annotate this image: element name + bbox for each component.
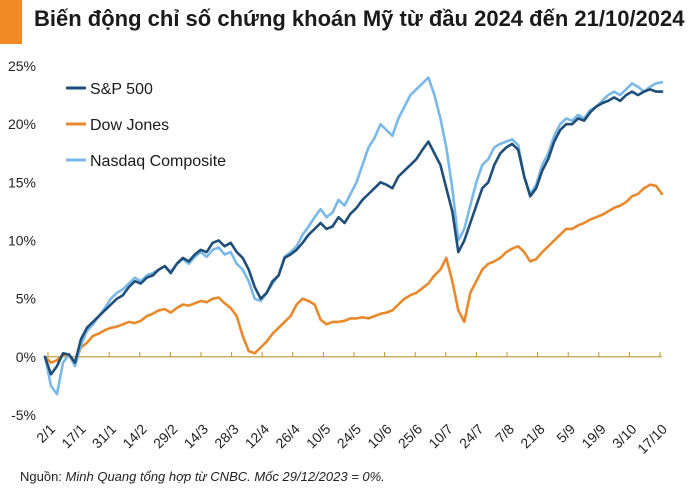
y-tick-label: 25% [8,58,36,74]
y-axis: 25% 20% 15% 10% 5% 0% -5% [8,58,36,423]
legend: S&P 500 Dow Jones Nasdaq Composite [66,81,226,170]
x-tick-label: 7/8 [492,421,517,446]
x-axis: 2/1 17/1 31/1 14/2 29/2 14/3 28/3 12/4 26/4 10/5 2… [33,421,670,457]
y-tick-label: 20% [8,116,36,132]
x-tick-label: 26/4 [272,421,303,452]
x-tick-label: 5/9 [553,421,578,446]
x-tick-label: 17/10 [634,421,670,457]
accent-bar [0,0,22,44]
legend-label-sp500: S&P 500 [90,81,153,98]
y-tick-label: -5% [11,407,36,423]
grid-layer [45,351,662,358]
x-tick-label: 17/1 [58,421,89,452]
chart-title: Biến động chỉ số chứng khoán Mỹ từ đầu 2… [34,6,685,31]
x-tick-label: 10/5 [303,421,334,452]
series-line-dow [43,183,664,364]
x-tick-label: 31/1 [89,421,120,452]
y-tick-label: 0% [16,349,36,365]
x-tick-label: 21/8 [517,421,548,452]
series-line-sp500 [43,88,664,376]
legend-label-nasdaq: Nasdaq Composite [90,153,226,170]
x-tick-label: 24/7 [456,421,487,452]
x-tick-label: 28/3 [211,421,242,452]
x-tick-label: 29/2 [150,421,181,452]
y-tick-label: 10% [8,233,36,249]
x-tick-label: 14/3 [181,421,212,452]
source-text: Minh Quang tổng hợp từ CNBC. Mốc 29/12/2… [65,469,385,484]
x-tick-label: 25/6 [395,421,426,452]
x-tick-label: 24/5 [334,421,365,452]
source-note: Nguồn: Minh Quang tổng hợp từ CNBC. Mốc … [20,469,385,484]
x-tick-label: 19/9 [578,421,609,452]
x-tick-label: 10/6 [364,421,395,452]
y-tick-label: 5% [16,291,36,307]
x-tick-label: 14/2 [119,421,150,452]
x-tick-label: 2/1 [33,421,58,446]
series-layer [43,76,664,396]
x-tick-label: 10/7 [425,421,456,452]
series-line-nasdaq [43,76,664,396]
y-tick-label: 15% [8,174,36,190]
source-prefix: Nguồn: [20,469,66,484]
x-tick-label: 12/4 [242,421,273,452]
legend-label-dow: Dow Jones [90,117,169,134]
